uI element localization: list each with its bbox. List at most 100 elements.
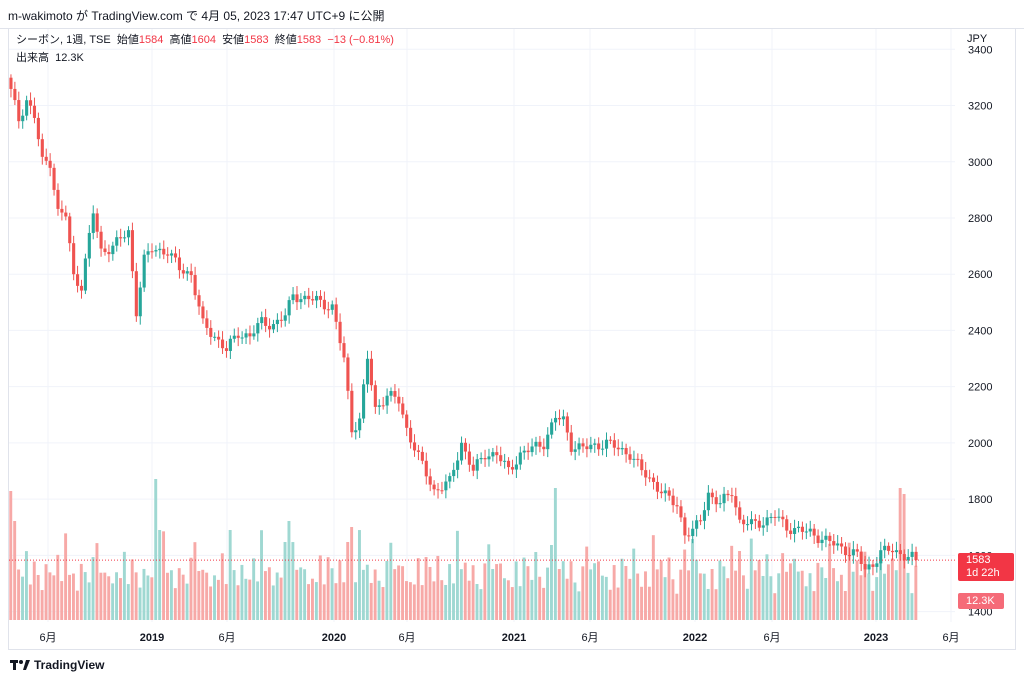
x-tick-label: 6月 <box>39 632 56 644</box>
candle-body <box>894 550 899 553</box>
candle-body <box>146 251 150 255</box>
candle-body <box>867 564 871 570</box>
candle-body <box>303 295 307 300</box>
volume-bar <box>495 564 499 620</box>
volume-bar <box>201 569 205 620</box>
y-tick-label: 2200 <box>968 382 992 394</box>
candle-body <box>9 77 13 89</box>
volume-bar <box>291 542 295 620</box>
candle-body <box>859 551 863 564</box>
volume-bar <box>240 564 244 620</box>
volume-bar <box>385 560 389 620</box>
volume-bar <box>851 571 855 620</box>
x-tick-label: 6月 <box>398 632 415 644</box>
candle-body <box>687 535 691 537</box>
candle-body <box>644 470 648 478</box>
volume-bar <box>906 572 910 620</box>
volume-bar <box>213 575 216 620</box>
candle-body <box>436 489 440 491</box>
candle-body <box>683 517 687 536</box>
volume-bar <box>326 557 330 620</box>
volume-bar <box>36 574 40 620</box>
candle-body <box>887 545 891 551</box>
volume-bar <box>322 584 326 620</box>
candle-body <box>565 416 569 433</box>
volume-bar <box>40 590 44 620</box>
volume-bar <box>522 557 526 620</box>
candle-body <box>448 476 452 482</box>
volume-bar <box>459 569 463 620</box>
candle-body <box>217 336 221 340</box>
candle-body <box>695 520 699 529</box>
candle-body <box>522 450 526 453</box>
volume-bar <box>659 560 663 620</box>
candle-body <box>855 549 859 552</box>
volume-bar <box>138 587 142 620</box>
volume-bar <box>718 560 722 620</box>
candle-body <box>36 117 40 140</box>
candle-body <box>275 319 279 325</box>
volume-bar <box>416 558 420 620</box>
volume-bar <box>389 542 393 620</box>
volume-bar <box>644 571 647 620</box>
candle-body <box>632 458 636 460</box>
candle-body <box>322 299 326 310</box>
candle-body <box>409 427 413 443</box>
volume-bar <box>440 580 444 620</box>
candle-body <box>40 139 44 157</box>
candle-body <box>205 318 209 328</box>
candle-body <box>789 530 793 534</box>
volume-bar <box>381 587 385 620</box>
volume-bar <box>314 582 318 620</box>
volume-bar <box>722 566 726 620</box>
candle-body <box>914 551 918 561</box>
volume-bar <box>499 563 502 620</box>
volume-bar <box>60 581 64 620</box>
candle-body <box>264 317 268 326</box>
volume-bar <box>64 533 68 620</box>
candle-body <box>851 549 855 556</box>
candle-body <box>166 254 170 256</box>
candle-body <box>612 440 616 448</box>
candle-body <box>299 299 303 303</box>
footer-brand[interactable]: TradingView <box>10 656 104 674</box>
candle-body <box>671 495 675 506</box>
candle-body <box>389 391 393 396</box>
candle-body <box>428 476 432 485</box>
volume-bar <box>283 542 287 620</box>
volume-bar <box>706 588 710 620</box>
candle-body <box>495 452 499 456</box>
candle-body <box>350 390 354 433</box>
x-tick-label: 2020 <box>322 632 346 644</box>
volume-bar <box>216 579 220 620</box>
volume-bar <box>769 576 773 620</box>
candle-body <box>338 321 342 344</box>
candle-body <box>691 528 695 537</box>
volume-bar <box>883 573 886 620</box>
volume-bar <box>867 573 871 620</box>
candle-body <box>150 251 154 253</box>
volume-bar <box>796 571 800 620</box>
volume-bar <box>236 585 240 620</box>
candle-body <box>76 274 80 286</box>
candle-body <box>554 417 558 423</box>
volume-bar <box>808 573 812 620</box>
chart-frame[interactable] <box>8 28 1016 650</box>
candle-body <box>796 526 801 529</box>
last-price-tag: 1583 1d 22h <box>958 553 1014 581</box>
candle-body <box>32 105 37 118</box>
candle-body <box>307 295 311 300</box>
volume-bar <box>103 572 107 620</box>
volume-bar <box>824 578 828 620</box>
volume-bar <box>467 580 471 620</box>
candle-body <box>761 525 765 528</box>
volume-bar <box>444 584 448 620</box>
candle-body <box>158 248 162 251</box>
candle-body <box>722 493 726 504</box>
tradingview-logo-icon <box>10 660 30 670</box>
candle-body <box>346 357 350 391</box>
candle-body <box>585 446 589 450</box>
candle-body <box>589 444 593 450</box>
volume-bar <box>632 548 636 620</box>
